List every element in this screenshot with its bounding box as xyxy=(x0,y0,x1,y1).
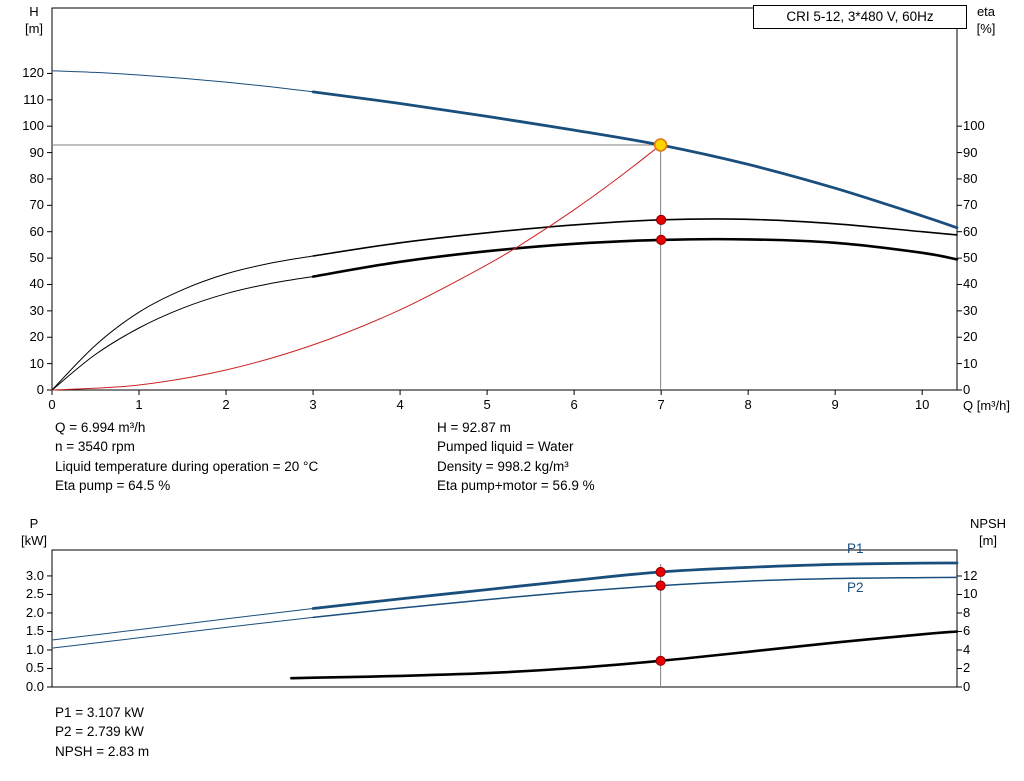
x-tick-label: 9 xyxy=(831,397,839,412)
x-tick-label: 4 xyxy=(396,397,404,412)
q-axis-title: Q [m³/h] xyxy=(963,398,1010,413)
y-left-tick-label: 20 xyxy=(29,329,44,345)
curve-value-marker[interactable] xyxy=(655,655,666,666)
y-left-tick-label: 30 xyxy=(29,302,44,318)
y-left-tick-label: 0 xyxy=(36,382,44,397)
x-tick-label: 5 xyxy=(483,397,491,412)
curve-eta-pump xyxy=(312,218,958,257)
y-right-tick-label: 10 xyxy=(963,586,978,602)
result-h: H = 92.87 m xyxy=(437,420,511,435)
curve-p2-extension xyxy=(51,616,314,649)
y-left-tick-label: 0.5 xyxy=(25,660,44,676)
result-density: Density = 998.2 kg/m³ xyxy=(437,458,569,474)
p-axis-unit: [kW] xyxy=(21,533,47,548)
pump-title-box: CRI 5-12, 3*480 V, 60Hz xyxy=(753,5,967,29)
p1-curve-label: P1 xyxy=(847,541,864,556)
y-left-tick-label: 90 xyxy=(29,144,44,160)
x-tick-label: 0 xyxy=(48,397,56,412)
curve-value-marker[interactable] xyxy=(655,580,666,591)
y-left-tick-label: 3.0 xyxy=(25,567,44,583)
x-tick-label: 2 xyxy=(222,397,230,412)
eta-axis-unit: [%] xyxy=(976,21,996,36)
y-right-tick-label: 4 xyxy=(963,641,971,657)
curve-value-marker[interactable] xyxy=(656,234,667,245)
y-left-tick-label: 100 xyxy=(22,118,44,134)
duty-results-right: H = 92.87 m Pumped liquid = Water Densit… xyxy=(437,418,595,495)
curve-qh-curve-extension xyxy=(51,70,314,93)
curve-system-curve xyxy=(51,144,662,391)
y-left-tick-label: 40 xyxy=(29,276,44,292)
y-left-tick-label: 110 xyxy=(23,91,44,107)
y-left-tick-label: 0.0 xyxy=(25,679,44,694)
eta-axis-title: eta xyxy=(976,4,996,19)
p2-curve-label: P2 xyxy=(847,580,864,595)
npsh-axis-title: NPSH xyxy=(969,516,1007,531)
y-right-tick-label: 60 xyxy=(963,223,978,239)
curve-npsh xyxy=(290,630,959,680)
curve-eta-pump-extension xyxy=(51,255,314,391)
y-left-tick-label: 1.0 xyxy=(25,641,44,657)
p-axis-title: P xyxy=(29,516,39,531)
power-results: P1 = 3.107 kW P2 = 2.739 kW NPSH = 2.83 … xyxy=(55,703,149,761)
y-right-tick-label: 90 xyxy=(963,144,978,160)
y-left-tick-label: 10 xyxy=(29,355,44,371)
y-left-tick-label: 50 xyxy=(29,250,44,266)
power-npsh-chart-plot-area[interactable] xyxy=(51,549,958,688)
curve-eta-pump-motor-extension xyxy=(51,276,314,391)
y-right-tick-label: 0 xyxy=(963,382,971,397)
curve-p1-extension xyxy=(51,608,314,641)
y-left-tick-label: 2.0 xyxy=(25,604,44,620)
y-left-tick-label: 1.5 xyxy=(25,623,44,639)
head-eta-chart-plot-area[interactable] xyxy=(51,7,958,391)
y-right-tick-label: 80 xyxy=(963,170,978,186)
curve-value-marker[interactable] xyxy=(656,214,667,225)
y-right-tick-label: 6 xyxy=(963,623,971,639)
x-tick-label: 1 xyxy=(135,397,143,412)
duty-point-marker[interactable] xyxy=(653,138,668,152)
y-right-tick-label: 8 xyxy=(963,604,971,620)
h-axis-unit: [m] xyxy=(24,21,44,36)
x-tick-label: 3 xyxy=(309,397,317,412)
y-left-tick-label: 120 xyxy=(22,65,44,81)
y-right-tick-label: 2 xyxy=(963,660,971,676)
result-q: Q = 6.994 m³/h xyxy=(55,420,146,435)
y-left-tick-label: 60 xyxy=(29,223,44,239)
result-liquid: Pumped liquid = Water xyxy=(437,439,574,455)
result-liquid-temp: Liquid temperature during operation = 20… xyxy=(55,458,319,474)
y-right-tick-label: 70 xyxy=(963,197,978,213)
npsh-axis-unit: [m] xyxy=(978,533,998,548)
result-npsh: NPSH = 2.83 m xyxy=(55,743,150,759)
result-n: n = 3540 rpm xyxy=(55,439,135,455)
y-right-tick-label: 12 xyxy=(963,567,978,583)
curve-qh-curve xyxy=(311,90,959,230)
x-tick-label: 6 xyxy=(570,397,578,412)
y-right-tick-label: 100 xyxy=(963,118,985,134)
x-tick-label: 10 xyxy=(914,397,930,412)
y-right-tick-label: 40 xyxy=(963,276,978,292)
y-right-tick-label: 50 xyxy=(963,250,978,266)
y-right-tick-label: 20 xyxy=(963,329,978,345)
result-p2: P2 = 2.739 kW xyxy=(55,724,144,740)
y-right-tick-label: 10 xyxy=(963,355,978,371)
y-right-tick-label: 0 xyxy=(963,679,971,694)
h-axis-title: H xyxy=(29,4,39,19)
y-right-tick-label: 30 xyxy=(963,302,978,318)
curve-value-marker[interactable] xyxy=(655,566,666,578)
duty-results-left: Q = 6.994 m³/h n = 3540 rpm Liquid tempe… xyxy=(55,418,318,495)
y-left-tick-label: 70 xyxy=(29,197,44,213)
result-p1: P1 = 3.107 kW xyxy=(55,705,144,720)
y-left-tick-label: 2.5 xyxy=(25,586,44,602)
x-tick-label: 7 xyxy=(657,397,665,412)
result-eta-pump-motor: Eta pump+motor = 56.9 % xyxy=(437,477,595,493)
result-eta-pump: Eta pump = 64.5 % xyxy=(55,477,171,493)
curve-eta-pump-motor xyxy=(311,237,959,278)
y-left-tick-label: 80 xyxy=(29,170,44,186)
x-tick-label: 8 xyxy=(744,397,752,412)
